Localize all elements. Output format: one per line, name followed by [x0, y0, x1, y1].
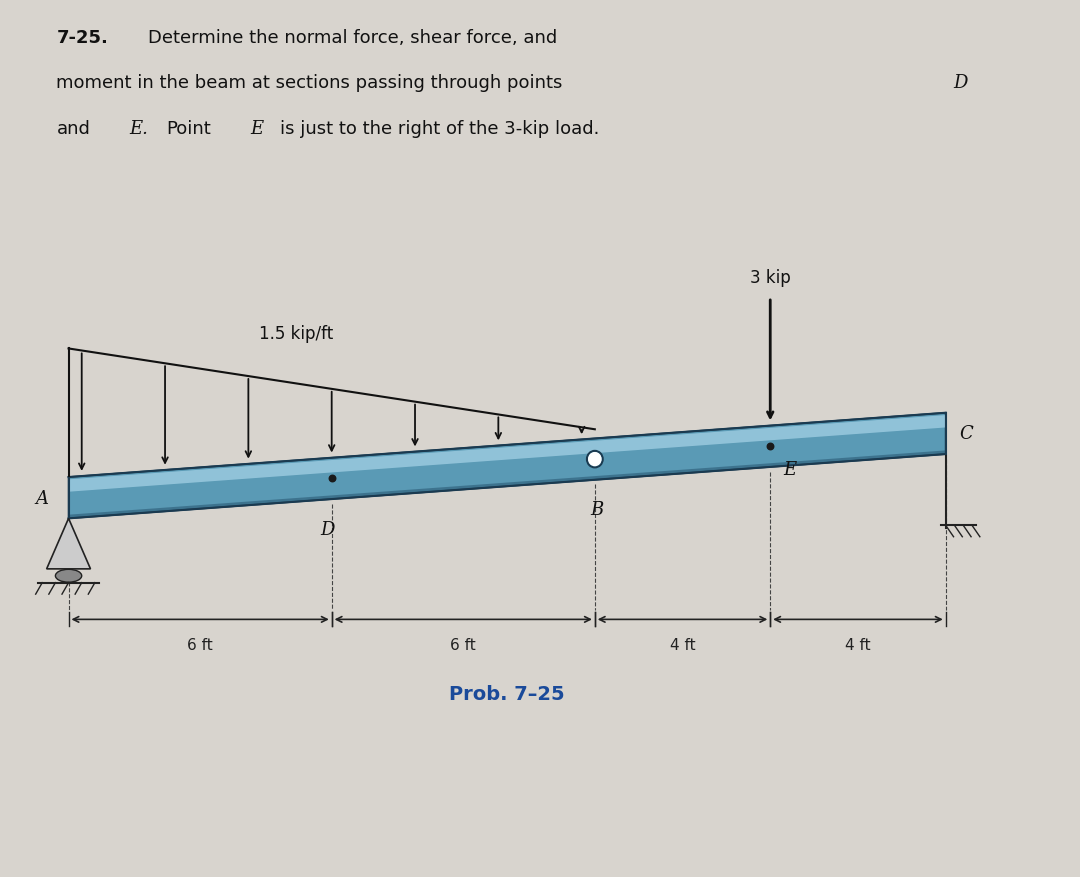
Text: Point: Point — [166, 119, 211, 138]
Text: E: E — [249, 119, 264, 138]
Text: and: and — [56, 119, 91, 138]
Text: moment in the beam at sections passing through points: moment in the beam at sections passing t… — [56, 75, 563, 92]
Polygon shape — [68, 413, 946, 519]
Text: 6 ft: 6 ft — [450, 637, 476, 652]
Text: B: B — [591, 501, 604, 519]
Point — [323, 472, 340, 486]
Polygon shape — [68, 416, 946, 492]
Text: is just to the right of the 3-kip load.: is just to the right of the 3-kip load. — [280, 119, 599, 138]
Text: Determine the normal force, shear force, and: Determine the normal force, shear force,… — [148, 29, 557, 46]
Text: E: E — [783, 460, 797, 479]
Text: 1.5 kip/ft: 1.5 kip/ft — [259, 324, 334, 342]
Ellipse shape — [55, 570, 82, 582]
Text: 4 ft: 4 ft — [846, 637, 870, 652]
Text: 3 kip: 3 kip — [750, 268, 791, 286]
Polygon shape — [68, 451, 946, 519]
Text: D: D — [320, 520, 335, 538]
Polygon shape — [46, 519, 91, 569]
Text: 6 ft: 6 ft — [187, 637, 213, 652]
Text: 4 ft: 4 ft — [670, 637, 696, 652]
Text: Prob. 7–25: Prob. 7–25 — [449, 684, 565, 702]
Text: 7-25.: 7-25. — [56, 29, 108, 46]
Text: C: C — [959, 425, 973, 443]
Circle shape — [589, 453, 600, 466]
Text: D: D — [954, 75, 968, 92]
Text: E.: E. — [130, 119, 148, 138]
Point — [761, 439, 779, 453]
Text: A: A — [36, 489, 49, 507]
